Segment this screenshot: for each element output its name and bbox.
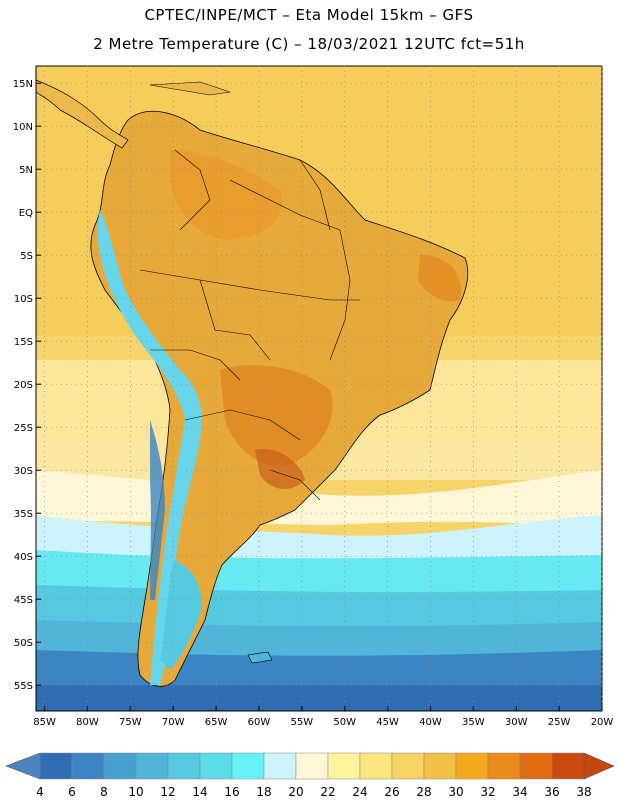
colorbar-swatch <box>519 752 553 780</box>
longitude-axis: 85W 80W 75W 70W 65W 60W 55W 50W 45W 40W 35W 30W 25W 2… <box>33 706 613 728</box>
colorbar-label: 10 <box>128 785 143 799</box>
lon-tick-label: 60W <box>248 717 271 728</box>
colorbar-label: 38 <box>576 785 591 799</box>
lon-tick-label: 50W <box>333 717 356 728</box>
colorbar-label: 32 <box>480 785 495 799</box>
lon-tick-label: 65W <box>205 717 228 728</box>
colorbar-swatch <box>455 752 489 780</box>
colorbar-swatch <box>551 752 585 780</box>
colorbar-swatch <box>359 752 393 780</box>
lat-tick-label: 10S <box>14 294 33 305</box>
lon-tick-label: 40W <box>419 717 442 728</box>
colorbar-label: 30 <box>448 785 463 799</box>
lat-tick-label: 50S <box>14 638 33 649</box>
title-line-1: CPTEC/INPE/MCT – Eta Model 15km – GFS <box>144 6 474 24</box>
colorbar-swatch <box>199 752 233 780</box>
colorbar-label: 14 <box>192 785 207 799</box>
lat-tick-label: 40S <box>14 552 33 563</box>
colorbar-swatch <box>487 752 521 780</box>
colorbar-label: 16 <box>224 785 239 799</box>
lat-tick-label: 5S <box>20 251 33 262</box>
lon-tick-label: 45W <box>376 717 399 728</box>
lon-tick-label: 30W <box>505 717 528 728</box>
lon-tick-label: 70W <box>162 717 185 728</box>
colorbar-swatch <box>295 752 329 780</box>
colorbar-swatch <box>167 752 201 780</box>
colorbar-label: 12 <box>160 785 175 799</box>
lon-tick-label: 35W <box>462 717 485 728</box>
colorbar-label: 22 <box>320 785 335 799</box>
lat-tick-label: 35S <box>14 509 33 520</box>
colorbar-label: 18 <box>256 785 271 799</box>
lon-tick-label: 75W <box>119 717 142 728</box>
lat-tick-label: 25S <box>14 423 33 434</box>
colorbar-label: 28 <box>416 785 431 799</box>
lon-tick-label: 85W <box>33 717 56 728</box>
colorbar-label: 34 <box>512 785 527 799</box>
colorbar-swatch <box>135 752 169 780</box>
lat-tick-label: 30S <box>14 466 33 477</box>
temperature-field <box>36 66 602 711</box>
colorbar-swatch <box>39 752 73 780</box>
colorbar-swatch <box>263 752 297 780</box>
colorbar-label: 24 <box>352 785 367 799</box>
colorbar-label: 4 <box>36 785 44 799</box>
lon-tick-label: 80W <box>76 717 99 728</box>
colorbar-label: 20 <box>288 785 303 799</box>
lat-tick-label: 15S <box>14 337 33 348</box>
colorbar-label: 26 <box>384 785 399 799</box>
lat-tick-label: 55S <box>14 681 33 692</box>
colorbar-swatch <box>423 752 457 780</box>
lon-tick-label: 20W <box>591 717 614 728</box>
colorbar-high-arrow <box>583 752 615 780</box>
lat-tick-label: 10N <box>13 122 33 133</box>
lat-tick-label: 45S <box>14 595 33 606</box>
colorbar-swatch <box>327 752 361 780</box>
lat-tick-label: 20S <box>14 380 33 391</box>
colorbar-label: 36 <box>544 785 559 799</box>
lon-tick-label: 55W <box>291 717 314 728</box>
lon-tick-label: 25W <box>548 717 571 728</box>
latitude-axis: 15N 10N 5N EQ 5S 10S 15S 20S 25S 30S 35S 40S 45S 50S 5… <box>13 79 41 692</box>
colorbar-swatch <box>103 752 137 780</box>
colorbar-label: 8 <box>100 785 108 799</box>
map-frame <box>35 65 603 712</box>
lat-tick-label: 15N <box>13 79 33 90</box>
colorbar-label: 6 <box>68 785 76 799</box>
lat-tick-label: 5N <box>19 165 33 176</box>
colorbar: 4 6 8 10 12 14 16 18 20 22 24 26 28 30 32 34 36 38 <box>5 752 615 799</box>
lat-tick-label: EQ <box>19 208 33 219</box>
colorbar-swatch <box>71 752 105 780</box>
colorbar-swatch <box>231 752 265 780</box>
colorbar-swatch <box>391 752 425 780</box>
colorbar-low-arrow <box>5 752 41 780</box>
title-line-2: 2 Metre Temperature (C) – 18/03/2021 12U… <box>93 35 525 53</box>
